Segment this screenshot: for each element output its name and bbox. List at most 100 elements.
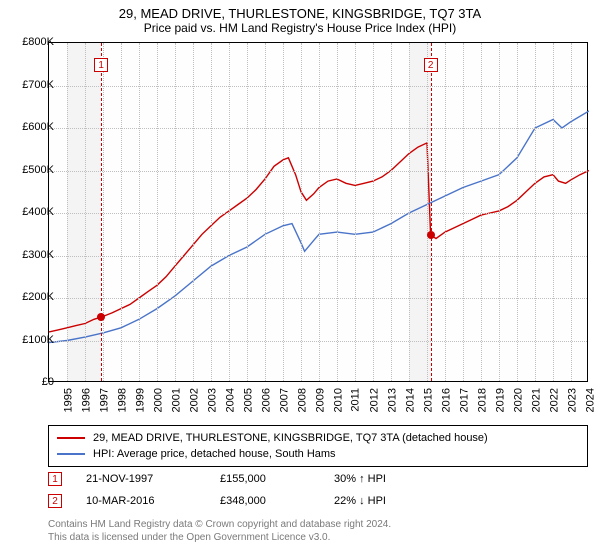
- event-badge-2: 2: [48, 494, 62, 508]
- chart-plot-area: 12: [48, 42, 588, 382]
- x-axis-label: 2019: [494, 388, 506, 412]
- gridline-vertical: [481, 43, 482, 381]
- gridline-vertical: [427, 43, 428, 381]
- gridline-horizontal: [49, 128, 587, 129]
- gridline-vertical: [85, 43, 86, 381]
- y-axis-label: £500K: [4, 164, 54, 176]
- y-axis-label: £100K: [4, 334, 54, 346]
- event-delta-1: 30% ↑ HPI: [334, 473, 386, 485]
- gridline-horizontal: [49, 171, 587, 172]
- event-dot: [427, 231, 435, 239]
- chart-subtitle: Price paid vs. HM Land Registry's House …: [0, 21, 600, 39]
- x-axis-label: 2009: [314, 388, 326, 412]
- gridline-vertical: [67, 43, 68, 381]
- gridline-vertical: [103, 43, 104, 381]
- gridline-vertical: [139, 43, 140, 381]
- y-axis-label: £800K: [4, 36, 54, 48]
- y-axis-label: £200K: [4, 291, 54, 303]
- event-marker: 2: [424, 58, 438, 72]
- x-axis-label: 2017: [458, 388, 470, 412]
- gridline-vertical: [175, 43, 176, 381]
- x-axis-label: 2018: [476, 388, 488, 412]
- x-axis-label: 2001: [170, 388, 182, 412]
- gridline-horizontal: [49, 213, 587, 214]
- gridline-vertical: [301, 43, 302, 381]
- event-line: [431, 43, 432, 381]
- gridline-horizontal: [49, 341, 587, 342]
- event-marker: 1: [94, 58, 108, 72]
- gridline-vertical: [553, 43, 554, 381]
- x-axis-label: 2003: [206, 388, 218, 412]
- x-axis-label: 2022: [548, 388, 560, 412]
- x-axis-label: 1995: [62, 388, 74, 412]
- gridline-horizontal: [49, 86, 587, 87]
- footer-line-1: Contains HM Land Registry data © Crown c…: [48, 518, 588, 531]
- x-axis-label: 1996: [80, 388, 92, 412]
- x-axis-label: 2011: [350, 388, 362, 412]
- legend-label-hpi: HPI: Average price, detached house, Sout…: [93, 448, 336, 460]
- x-axis-label: 2016: [440, 388, 452, 412]
- y-axis-label: £0: [4, 376, 54, 388]
- x-axis-label: 2024: [584, 388, 596, 412]
- x-axis-label: 2020: [512, 388, 524, 412]
- gridline-vertical: [337, 43, 338, 381]
- gridline-vertical: [445, 43, 446, 381]
- legend-item-property: 29, MEAD DRIVE, THURLESTONE, KINGSBRIDGE…: [57, 430, 579, 446]
- legend-item-hpi: HPI: Average price, detached house, Sout…: [57, 446, 579, 462]
- x-axis-label: 2000: [152, 388, 164, 412]
- x-axis-label: 2021: [530, 388, 542, 412]
- event-date-2: 10-MAR-2016: [86, 495, 196, 507]
- event-row-2: 2 10-MAR-2016 £348,000 22% ↓ HPI: [48, 490, 588, 512]
- gridline-vertical: [517, 43, 518, 381]
- gridline-vertical: [373, 43, 374, 381]
- x-axis-label: 2004: [224, 388, 236, 412]
- gridline-vertical: [157, 43, 158, 381]
- x-axis-label: 2012: [368, 388, 380, 412]
- event-delta-2: 22% ↓ HPI: [334, 495, 386, 507]
- y-axis-label: £300K: [4, 249, 54, 261]
- gridline-vertical: [211, 43, 212, 381]
- y-axis-label: £400K: [4, 206, 54, 218]
- x-axis-label: 2013: [386, 388, 398, 412]
- gridline-vertical: [121, 43, 122, 381]
- x-axis-label: 2015: [422, 388, 434, 412]
- gridline-horizontal: [49, 256, 587, 257]
- gridline-horizontal: [49, 298, 587, 299]
- event-dot: [97, 313, 105, 321]
- x-axis-label: 2002: [188, 388, 200, 412]
- events-table: 1 21-NOV-1997 £155,000 30% ↑ HPI 2 10-MA…: [48, 468, 588, 512]
- x-axis-label: 1999: [134, 388, 146, 412]
- gridline-vertical: [535, 43, 536, 381]
- gridline-vertical: [265, 43, 266, 381]
- gridline-vertical: [193, 43, 194, 381]
- gridline-vertical: [499, 43, 500, 381]
- chart-title: 29, MEAD DRIVE, THURLESTONE, KINGSBRIDGE…: [0, 0, 600, 21]
- event-date-1: 21-NOV-1997: [86, 473, 196, 485]
- gridline-vertical: [355, 43, 356, 381]
- event-badge-1: 1: [48, 472, 62, 486]
- x-axis-label: 1998: [116, 388, 128, 412]
- y-axis-label: £600K: [4, 121, 54, 133]
- gridline-vertical: [463, 43, 464, 381]
- x-axis-label: 2014: [404, 388, 416, 412]
- event-row-1: 1 21-NOV-1997 £155,000 30% ↑ HPI: [48, 468, 588, 490]
- chart-legend: 29, MEAD DRIVE, THURLESTONE, KINGSBRIDGE…: [48, 425, 588, 467]
- y-axis-label: £700K: [4, 79, 54, 91]
- gridline-vertical: [247, 43, 248, 381]
- gridline-vertical: [409, 43, 410, 381]
- legend-swatch-property: [57, 437, 85, 439]
- gridline-vertical: [319, 43, 320, 381]
- x-axis-label: 2010: [332, 388, 344, 412]
- event-price-1: £155,000: [220, 473, 310, 485]
- event-line: [101, 43, 102, 381]
- legend-label-property: 29, MEAD DRIVE, THURLESTONE, KINGSBRIDGE…: [93, 432, 488, 444]
- x-axis-label: 2005: [242, 388, 254, 412]
- gridline-vertical: [283, 43, 284, 381]
- x-axis-label: 1997: [98, 388, 110, 412]
- event-price-2: £348,000: [220, 495, 310, 507]
- footer-line-2: This data is licensed under the Open Gov…: [48, 531, 588, 544]
- legend-swatch-hpi: [57, 453, 85, 455]
- gridline-vertical: [229, 43, 230, 381]
- x-axis-label: 2008: [296, 388, 308, 412]
- x-axis-label: 2023: [566, 388, 578, 412]
